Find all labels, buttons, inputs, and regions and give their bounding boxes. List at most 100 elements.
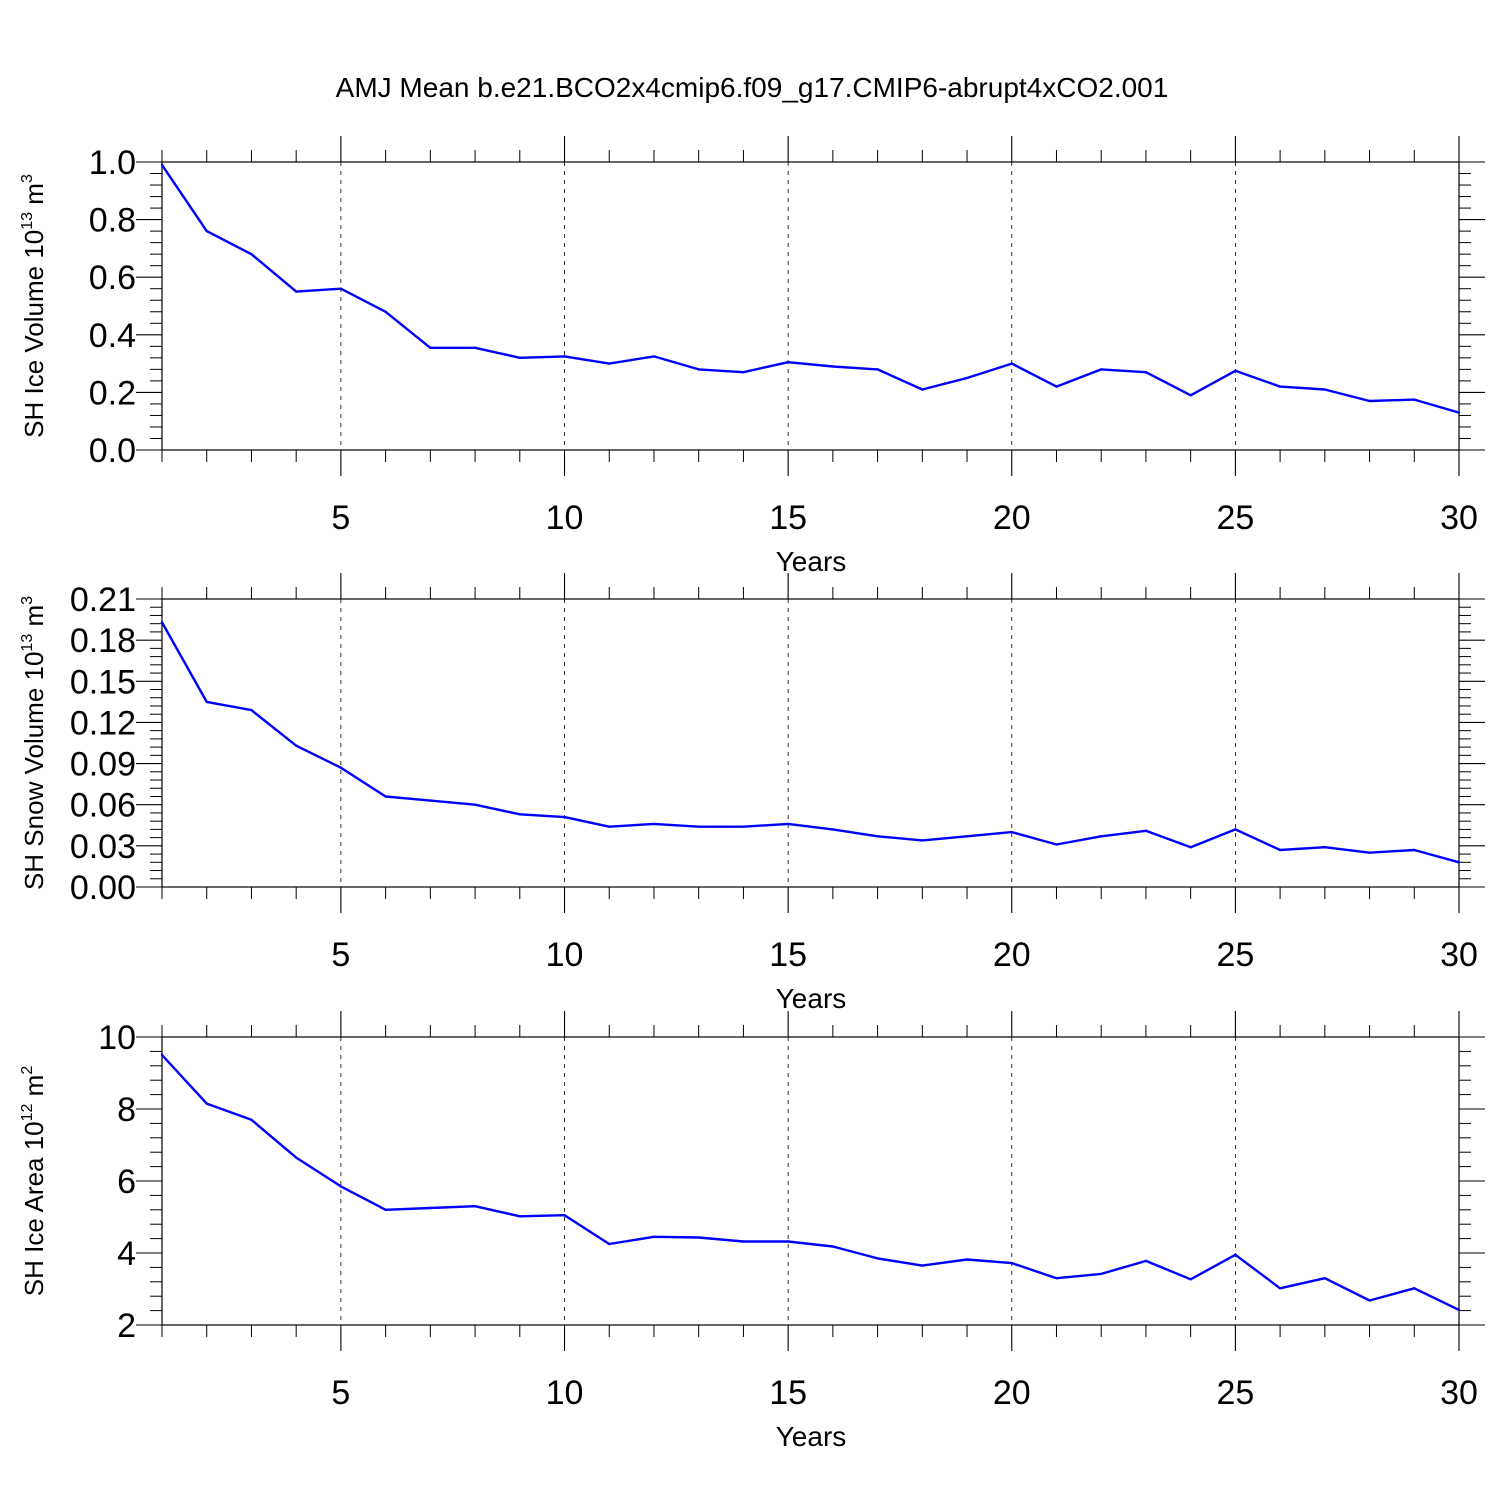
data-point — [652, 1235, 656, 1239]
data-point — [384, 1208, 387, 1212]
data-point — [518, 356, 521, 360]
series-line — [160, 621, 1460, 864]
data-point — [473, 346, 477, 349]
data-point — [652, 355, 656, 358]
data-point — [742, 825, 745, 828]
x-axis-label: Years — [776, 1421, 847, 1452]
data-point — [1234, 828, 1237, 831]
x-tick-label: 20 — [993, 936, 1031, 974]
data-point — [1100, 835, 1103, 838]
data-point — [1457, 411, 1461, 414]
data-point — [1010, 1261, 1013, 1265]
y-tick-label: 0.8 — [89, 202, 136, 240]
data-point — [965, 835, 969, 838]
data-point — [608, 362, 611, 365]
data-point — [518, 813, 521, 816]
data-point — [831, 365, 835, 368]
data-point — [1323, 388, 1327, 391]
data-point — [786, 360, 790, 364]
y-axis-label: SH Ice Area 1012 m2 — [19, 1066, 49, 1297]
data-point — [876, 368, 879, 371]
data-point — [339, 1185, 343, 1188]
x-tick-label: 25 — [1216, 936, 1254, 974]
chart-title: AMJ Mean b.e21.BCO2x4cmip6.f09_g17.CMIP6… — [336, 72, 1169, 103]
y-tick-label: 0.18 — [70, 622, 136, 660]
data-point — [1189, 846, 1192, 849]
data-point — [1234, 369, 1237, 372]
x-tick-label: 30 — [1440, 936, 1478, 974]
data-point — [876, 835, 879, 838]
data-point — [294, 290, 298, 293]
x-tick-label: 5 — [331, 499, 350, 537]
data-point — [1055, 1277, 1058, 1280]
data-point — [518, 1215, 521, 1218]
data-point — [608, 825, 611, 828]
y-tick-label: 0.00 — [70, 869, 136, 907]
y-tick-label: 0.06 — [70, 787, 136, 825]
x-tick-label: 10 — [546, 1374, 584, 1412]
data-point — [339, 287, 343, 290]
panel-1: 0.0 0.2 0.4 0.6 0.8 1.0 5 10 15 20 25 30 Years SH Ice… — [19, 136, 1485, 577]
x-tick-label: 10 — [546, 936, 584, 974]
data-point — [1368, 1299, 1371, 1302]
y-tick-label: 0.12 — [70, 704, 136, 742]
y-tick-label: 0.03 — [70, 828, 136, 866]
y-tick-label: 2 — [117, 1307, 136, 1345]
data-point — [1010, 830, 1013, 834]
data-point — [1144, 371, 1148, 374]
data-point — [965, 376, 969, 380]
data-point — [250, 708, 253, 712]
x-tick-label: 20 — [993, 499, 1031, 537]
data-point — [742, 1240, 745, 1243]
y-tick-label: 0.4 — [89, 317, 136, 355]
data-point — [697, 825, 700, 828]
x-tick-label: 30 — [1440, 499, 1478, 537]
data-point — [205, 229, 208, 233]
data-point — [1100, 368, 1103, 371]
data-point — [1457, 1308, 1461, 1312]
data-point — [250, 1118, 253, 1122]
data-point — [921, 839, 924, 842]
y-tick-label: 0.0 — [89, 432, 136, 470]
x-tick-label: 5 — [331, 936, 350, 974]
data-point — [1100, 1272, 1103, 1276]
panel-3: 2 4 6 8 10 5 10 15 20 25 30 Years SH Ice Area 1012 m… — [19, 1011, 1485, 1452]
x-axis-label: Years — [776, 983, 847, 1014]
data-point — [1413, 398, 1416, 401]
y-tick-label: 10 — [98, 1019, 136, 1057]
data-point — [921, 1264, 924, 1267]
data-point — [1278, 848, 1282, 852]
data-point — [1144, 1259, 1148, 1263]
data-point — [1413, 1287, 1416, 1290]
x-tick-label: 15 — [769, 1374, 807, 1412]
data-point — [1457, 861, 1461, 864]
data-point — [1055, 843, 1058, 846]
data-point — [1323, 1277, 1327, 1280]
data-point — [608, 1242, 611, 1246]
panel-2: 0.000.030.060.09 0.120.150.180.21 5 10 15 20 2… — [19, 573, 1485, 1014]
series-line — [161, 164, 1460, 414]
y-axis-label: SH Ice Volume 1013 m3 — [19, 174, 49, 438]
series-line — [161, 1054, 1460, 1311]
data-point — [697, 368, 700, 371]
data-point — [473, 803, 477, 806]
data-point — [563, 1214, 566, 1217]
data-point — [876, 1257, 879, 1260]
data-point — [250, 252, 253, 256]
y-tick-label: 0.21 — [70, 581, 136, 619]
data-point — [652, 822, 656, 826]
plot-frame — [161, 1036, 1460, 1326]
x-tick-label: 25 — [1216, 499, 1254, 537]
data-point — [429, 346, 432, 349]
y-tick-label: 0.2 — [89, 374, 136, 412]
y-axis-label: SH Snow Volume 1013 m3 — [19, 596, 49, 890]
data-point — [1144, 829, 1148, 832]
data-point — [786, 822, 790, 826]
data-point — [921, 388, 924, 391]
x-axis-label: Years — [776, 546, 847, 577]
data-point — [1323, 846, 1327, 849]
data-point — [1189, 1278, 1192, 1281]
data-point — [1368, 851, 1371, 854]
